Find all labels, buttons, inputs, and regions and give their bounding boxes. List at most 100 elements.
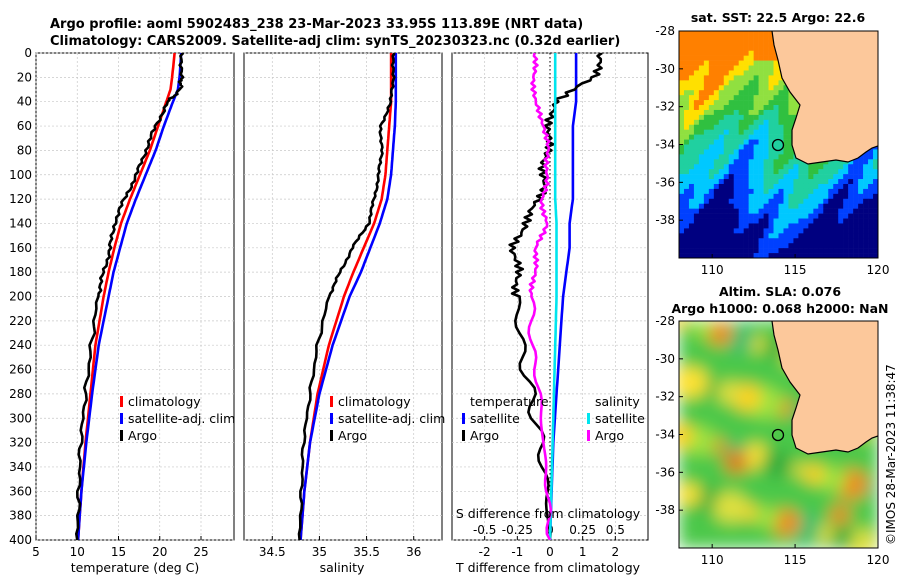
sst-cell <box>868 218 874 224</box>
sst-cell <box>798 193 804 200</box>
sst-cell <box>763 95 769 101</box>
sst-cell <box>768 223 774 229</box>
sst-cell <box>713 55 720 61</box>
sst-cell <box>723 174 730 180</box>
sst-cell <box>778 124 784 130</box>
sst-cell <box>798 253 804 258</box>
sst-cell <box>683 238 690 244</box>
sst-cell <box>718 31 725 37</box>
sst-cell <box>688 95 695 101</box>
sst-cell <box>693 248 700 254</box>
sst-cell <box>798 203 804 209</box>
sst-cell <box>733 174 739 180</box>
sst-cell <box>723 188 730 195</box>
sst-cell <box>748 159 754 165</box>
sst-cell <box>708 253 715 258</box>
sst-cell <box>788 139 794 145</box>
sst-cell <box>688 174 695 180</box>
sst-cell <box>758 50 764 56</box>
sst-cell <box>738 109 744 116</box>
sst-cell <box>833 253 839 258</box>
sst-cell <box>693 124 700 130</box>
sst-cell <box>838 169 844 175</box>
sst-cell <box>778 119 784 126</box>
sst-cell <box>818 179 824 185</box>
sst-cell <box>708 35 715 42</box>
sst-cell <box>818 188 824 195</box>
sst-cell <box>868 248 874 254</box>
sst-cell <box>818 213 824 219</box>
sst-cell <box>838 218 844 224</box>
sst-cell <box>703 149 710 155</box>
sst-cell <box>683 119 690 126</box>
sst-cell <box>738 85 744 91</box>
sst-cell <box>683 208 690 214</box>
sst-cell <box>748 95 754 101</box>
sst-cell <box>783 238 789 244</box>
sst-cell <box>679 105 685 111</box>
sst-cell <box>758 60 764 66</box>
sst-cell <box>693 179 700 185</box>
sst-cell <box>688 65 695 71</box>
sst-cell <box>708 45 715 52</box>
sst-cell <box>713 35 720 42</box>
sst-cell <box>748 75 754 81</box>
series-line-argo <box>297 53 396 540</box>
sst-cell <box>858 183 864 190</box>
sst-cell <box>723 164 730 170</box>
sst-cell <box>773 124 779 130</box>
s-tick-label: 0.25 <box>569 523 596 537</box>
sst-cell <box>748 179 754 185</box>
sst-cell <box>728 208 735 214</box>
sst-cell <box>838 174 844 180</box>
sst-cell <box>733 75 739 81</box>
sst-cell <box>873 179 878 185</box>
sst-cell <box>768 40 774 47</box>
sst-cell <box>713 90 720 96</box>
sst-cell <box>798 223 804 229</box>
sst-cell <box>738 75 744 81</box>
sst-cell <box>768 95 774 101</box>
sst-cell <box>679 169 685 175</box>
sst-cell <box>763 105 769 111</box>
difference-legend-salinity: salinity satellite Argo <box>587 394 645 443</box>
sst-cell <box>693 238 700 244</box>
t-difference-tick-labels: -2 -1 0 1 2 <box>479 545 619 559</box>
map-x-tick-label: 110 <box>701 553 724 567</box>
sst-cell <box>778 233 784 239</box>
sst-cell <box>698 213 705 219</box>
sst-cell <box>679 40 685 47</box>
sst-cell <box>848 169 854 175</box>
series-line-t-argo <box>508 53 603 540</box>
sst-cell <box>838 223 844 229</box>
sst-cell <box>713 243 720 249</box>
sst-cell <box>703 218 710 224</box>
sst-cell <box>848 228 854 234</box>
sst-cell <box>708 223 715 229</box>
sst-cell <box>843 228 849 234</box>
sst-cell <box>788 179 794 185</box>
sst-cell <box>723 70 730 76</box>
sst-cell <box>733 105 739 111</box>
sst-cell <box>748 90 754 96</box>
sst-cell <box>808 179 814 185</box>
sst-cell <box>843 174 849 180</box>
sst-cell <box>718 45 725 52</box>
sst-cell <box>683 95 690 101</box>
sst-cell <box>733 238 739 244</box>
temperature-grid <box>35 52 234 541</box>
sst-cell <box>793 213 799 219</box>
sst-cell <box>758 169 764 175</box>
sst-cell <box>783 188 789 195</box>
sst-cell <box>753 90 759 96</box>
sst-cell <box>873 149 878 155</box>
sst-cell <box>728 60 735 66</box>
sst-cell <box>748 169 754 175</box>
sst-cell <box>733 193 739 200</box>
sst-cell <box>768 114 774 121</box>
sst-cell <box>723 208 730 214</box>
sst-cell <box>728 134 735 140</box>
temperature-series <box>75 53 185 540</box>
sst-cell <box>818 203 824 209</box>
sst-cell <box>763 31 769 37</box>
